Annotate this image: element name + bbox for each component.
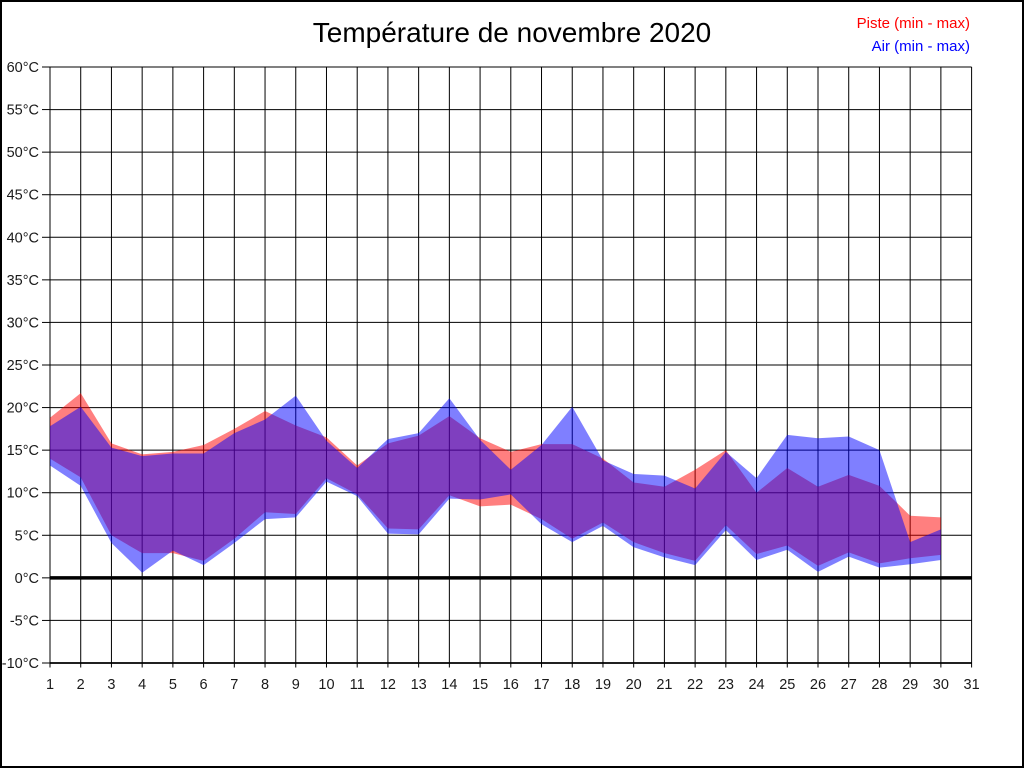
x-tick-label: 27 bbox=[841, 677, 857, 693]
x-tick-label: 15 bbox=[472, 677, 488, 693]
x-tick-label: 12 bbox=[380, 677, 396, 693]
x-tick-label: 19 bbox=[595, 677, 611, 693]
legend-item-air: Air (min - max) bbox=[871, 38, 970, 55]
x-tick-label: 5 bbox=[169, 677, 177, 693]
x-tick-label: 29 bbox=[902, 677, 918, 693]
legend: Piste (min - max) Air (min - max) bbox=[857, 12, 970, 58]
y-tick-label: 35°C bbox=[7, 273, 39, 289]
y-tick-label: 25°C bbox=[7, 358, 39, 374]
y-tick-label: 50°C bbox=[7, 145, 39, 161]
x-tick-label: 28 bbox=[871, 677, 887, 693]
x-tick-label: 14 bbox=[441, 677, 457, 693]
chart-title: Température de novembre 2020 bbox=[312, 17, 712, 48]
x-tick-label: 7 bbox=[230, 677, 238, 693]
x-tick-label: 3 bbox=[107, 677, 115, 693]
x-tick-label: 25 bbox=[779, 677, 795, 693]
x-tick-label: 6 bbox=[200, 677, 208, 693]
y-tick-label: -10°C bbox=[2, 656, 39, 672]
y-tick-label: 30°C bbox=[7, 315, 39, 331]
x-tick-label: 24 bbox=[748, 677, 764, 693]
x-tick-label: 4 bbox=[138, 677, 146, 693]
y-tick-label: -5°C bbox=[10, 613, 39, 629]
y-tick-label: 0°C bbox=[15, 571, 39, 587]
x-tick-label: 23 bbox=[718, 677, 734, 693]
legend-item-piste: Piste (min - max) bbox=[856, 15, 970, 32]
x-tick-label: 16 bbox=[503, 677, 519, 693]
y-tick-label: 45°C bbox=[7, 188, 39, 204]
x-tick-label: 10 bbox=[318, 677, 334, 693]
x-tick-label: 9 bbox=[292, 677, 300, 693]
x-tick-label: 30 bbox=[933, 677, 949, 693]
x-tick-label: 13 bbox=[411, 677, 427, 693]
y-tick-label: 10°C bbox=[7, 486, 39, 502]
x-tick-label: 8 bbox=[261, 677, 269, 693]
x-tick-label: 1 bbox=[46, 677, 54, 693]
y-tick-label: 40°C bbox=[7, 230, 39, 246]
x-tick-label: 26 bbox=[810, 677, 826, 693]
y-tick-label: 15°C bbox=[7, 443, 39, 459]
y-tick-label: 5°C bbox=[15, 528, 39, 544]
x-tick-label: 22 bbox=[687, 677, 703, 693]
x-tick-label: 20 bbox=[626, 677, 642, 693]
x-tick-label: 11 bbox=[350, 677, 365, 693]
air-band bbox=[50, 395, 941, 573]
x-tick-label: 31 bbox=[964, 677, 980, 693]
y-tick-label: 60°C bbox=[7, 60, 39, 76]
y-tick-label: 20°C bbox=[7, 401, 39, 417]
x-tick-label: 2 bbox=[77, 677, 85, 693]
x-tick-label: 18 bbox=[564, 677, 580, 693]
x-tick-label: 21 bbox=[656, 677, 672, 693]
x-tick-label: 17 bbox=[533, 677, 549, 693]
y-tick-label: 55°C bbox=[7, 103, 39, 119]
